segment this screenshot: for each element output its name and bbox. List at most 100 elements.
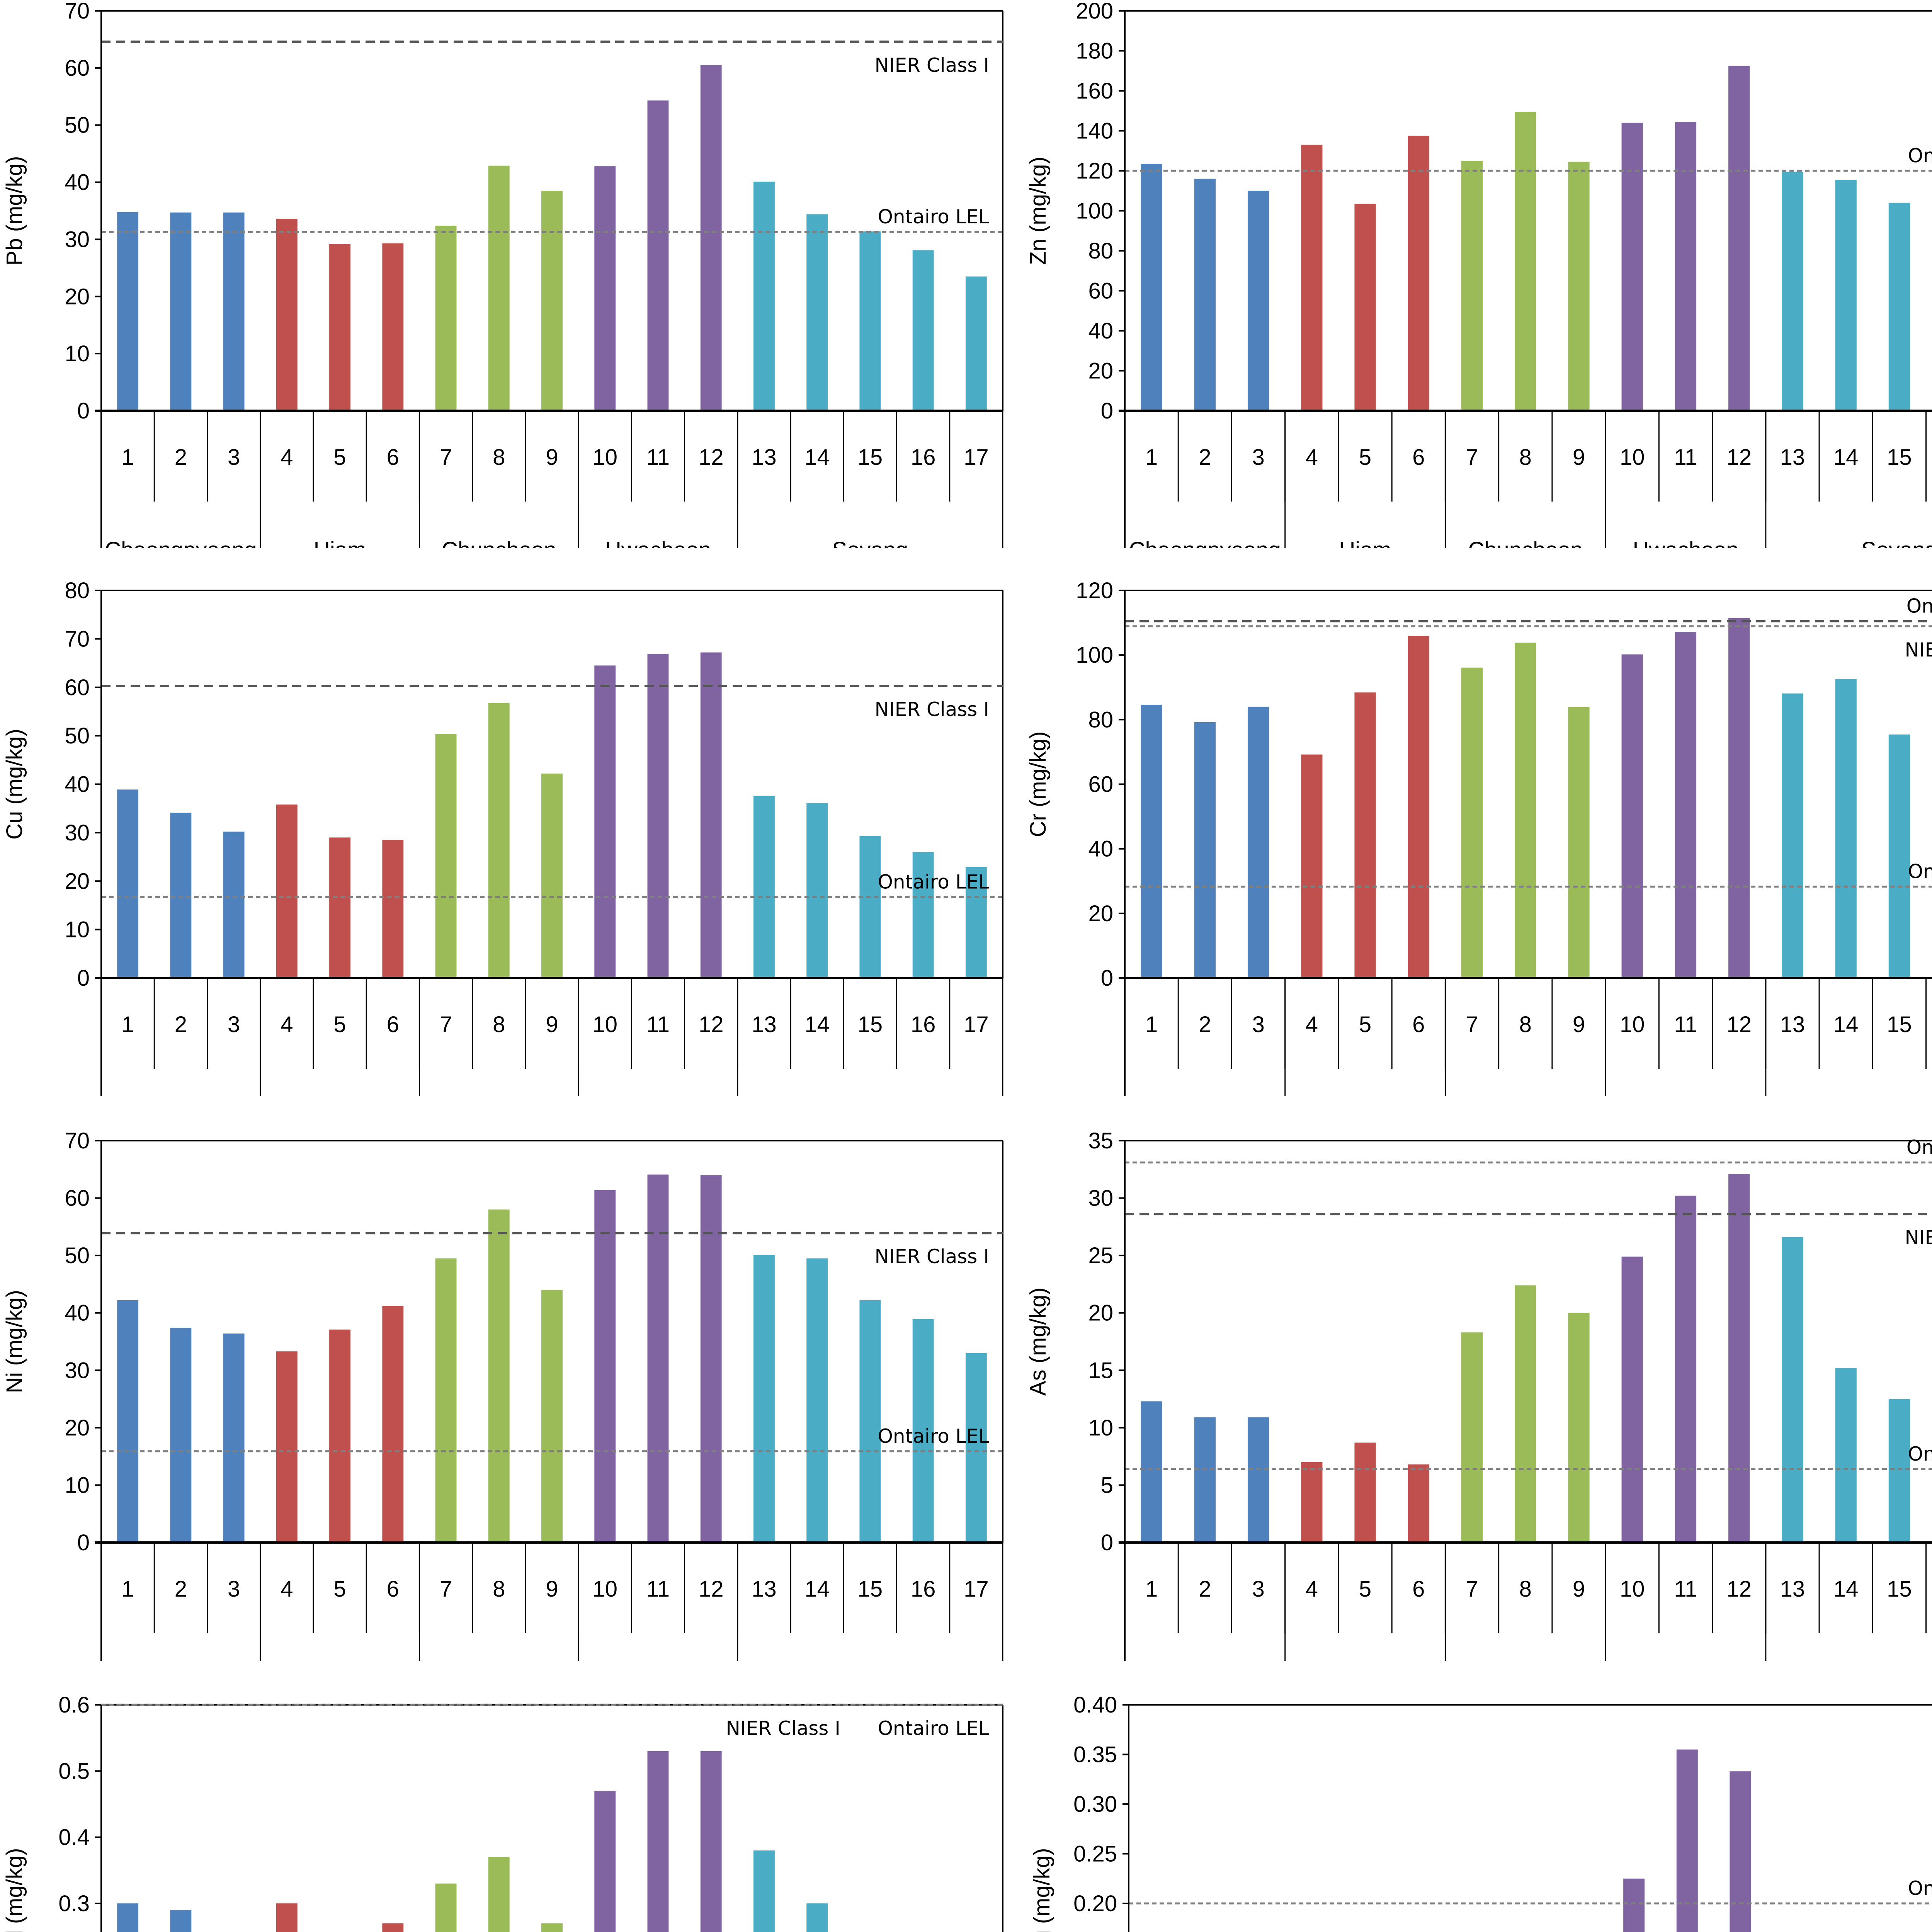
bar-site-1 <box>117 1903 139 1932</box>
x-tick-label: 3 <box>1252 1012 1264 1037</box>
y-tick-label: 20 <box>65 1415 90 1440</box>
bar-site-4 <box>276 219 298 411</box>
bar-site-1 <box>117 212 139 411</box>
y-tick-label: 10 <box>65 341 90 366</box>
x-tick-label: 14 <box>1833 1577 1859 1602</box>
y-tick-label: 160 <box>1076 78 1113 104</box>
chart-panel-cr: 0 20 40 60 80 100 120 Cr (mg/kg) Ontairo SEL NIER… <box>1024 548 1932 1096</box>
x-tick-label: 5 <box>1359 1577 1371 1602</box>
x-tick-label: 2 <box>175 1012 187 1037</box>
x-tick-label: 4 <box>281 1577 293 1602</box>
bar-site-10 <box>594 166 616 411</box>
bar-site-11 <box>647 100 669 411</box>
bar-site-7 <box>435 1258 457 1543</box>
chart-panel-cd: 0.00.10.20.30.40.50.6Cd (mg/kg)NIER Clas… <box>0 1662 1023 1932</box>
reference-line-label: Ontairo LEL <box>1908 1443 1932 1465</box>
bar-site-11 <box>1675 1196 1697 1543</box>
bar-site-6 <box>1408 1464 1429 1543</box>
bar-site-7 <box>435 1883 457 1932</box>
bar-site-15 <box>1888 202 1910 411</box>
bar-site-4 <box>276 1351 298 1543</box>
x-tick-label: 4 <box>281 1012 293 1037</box>
y-tick-label: 70 <box>65 1128 90 1153</box>
x-tick-label: 12 <box>1726 445 1752 470</box>
bar-site-9 <box>541 1290 563 1543</box>
bar-site-12 <box>1728 66 1750 411</box>
y-tick-label: 30 <box>65 820 90 845</box>
x-tick-label: 4 <box>1306 445 1318 470</box>
x-tick-label: 5 <box>1359 1012 1371 1037</box>
bar-site-4 <box>1301 754 1323 978</box>
x-tick-label: 6 <box>387 1577 399 1602</box>
chart-cd: 0.00.10.20.30.40.50.6Cd (mg/kg)NIER Clas… <box>2 1692 1003 1932</box>
x-tick-label: 14 <box>804 445 830 470</box>
y-tick-label: 60 <box>1088 279 1113 304</box>
bar-site-10 <box>594 1791 616 1932</box>
y-tick-label: 0.3 <box>58 1891 90 1916</box>
x-tick-label: 13 <box>1780 1577 1805 1602</box>
bar-site-7 <box>1461 161 1483 411</box>
x-tick-label: 2 <box>175 445 187 470</box>
y-tick-label: 0 <box>77 398 90 423</box>
reference-line-label: Ontairo LEL <box>1908 1877 1932 1900</box>
bar-site-6 <box>382 243 404 411</box>
x-tick-label: 1 <box>1145 1012 1158 1037</box>
y-tick-label: 60 <box>65 1186 90 1211</box>
bar-site-1 <box>1141 1401 1162 1543</box>
chart-zn: 0 20 40 60 80 100 120 140 160 180 200 Zn (mg/kg) Ont… <box>1026 0 1932 548</box>
x-tick-label: 9 <box>546 1577 558 1602</box>
x-tick-label: 2 <box>1199 445 1211 470</box>
bar-site-15 <box>1888 1399 1910 1543</box>
x-tick-label: 8 <box>493 445 505 470</box>
bar-site-13 <box>1782 1237 1803 1543</box>
bar-site-15 <box>859 231 881 411</box>
bar-site-10 <box>594 665 616 978</box>
y-tick-label: 0.5 <box>58 1759 90 1784</box>
x-tick-label: 11 <box>646 1012 670 1037</box>
bar-site-12 <box>1728 1174 1750 1543</box>
x-tick-label: 3 <box>1252 445 1264 470</box>
y-tick-label: 100 <box>1076 199 1113 224</box>
x-tick-label: 12 <box>1726 1012 1752 1037</box>
y-axis-label: Cd (mg/kg) <box>2 1848 27 1932</box>
bar-site-7 <box>435 734 457 978</box>
bar-site-7 <box>1461 667 1483 978</box>
bar-site-10 <box>594 1190 616 1543</box>
bar-site-10 <box>1623 1878 1645 1932</box>
y-tick-label: 0 <box>77 1530 90 1555</box>
bar-site-8 <box>1515 643 1536 978</box>
bar-site-11 <box>1676 1749 1698 1932</box>
x-tick-label: 15 <box>1887 1012 1912 1037</box>
reference-line-label: Ontairo LEL <box>1908 860 1932 883</box>
y-tick-label: 0 <box>1101 966 1113 991</box>
x-tick-label: 8 <box>493 1577 505 1602</box>
y-tick-label: 100 <box>1076 643 1113 668</box>
y-tick-label: 80 <box>65 578 90 603</box>
bar-site-8 <box>488 165 510 411</box>
y-tick-label: 40 <box>65 1301 90 1326</box>
bar-site-8 <box>488 1209 510 1543</box>
group-label-hwacheon: Hwacheon <box>605 537 711 548</box>
bar-site-2 <box>170 1910 192 1932</box>
y-tick-label: 0.35 <box>1073 1742 1117 1767</box>
x-tick-label: 10 <box>592 445 617 470</box>
x-tick-label: 13 <box>1780 445 1805 470</box>
bar-site-10 <box>1621 1257 1643 1543</box>
y-tick-label: 50 <box>65 1243 90 1268</box>
x-tick-label: 13 <box>1780 1012 1805 1037</box>
y-tick-label: 40 <box>65 170 90 195</box>
bar-site-3 <box>1247 1417 1269 1543</box>
x-tick-label: 5 <box>1359 445 1371 470</box>
bar-site-15 <box>859 836 881 978</box>
y-tick-label: 0 <box>77 966 90 991</box>
y-tick-label: 30 <box>1088 1186 1113 1211</box>
y-tick-label: 180 <box>1076 39 1113 64</box>
bar-site-13 <box>753 796 775 978</box>
chart-panel-zn: 0 20 40 60 80 100 120 140 160 180 200 Zn (mg/kg) Ont… <box>1024 0 1932 548</box>
x-tick-label: 17 <box>964 445 989 470</box>
y-tick-label: 20 <box>65 869 90 894</box>
x-tick-label: 16 <box>911 445 936 470</box>
bar-site-12 <box>1728 618 1750 978</box>
bar-site-15 <box>1888 734 1910 978</box>
x-tick-label: 17 <box>964 1577 989 1602</box>
